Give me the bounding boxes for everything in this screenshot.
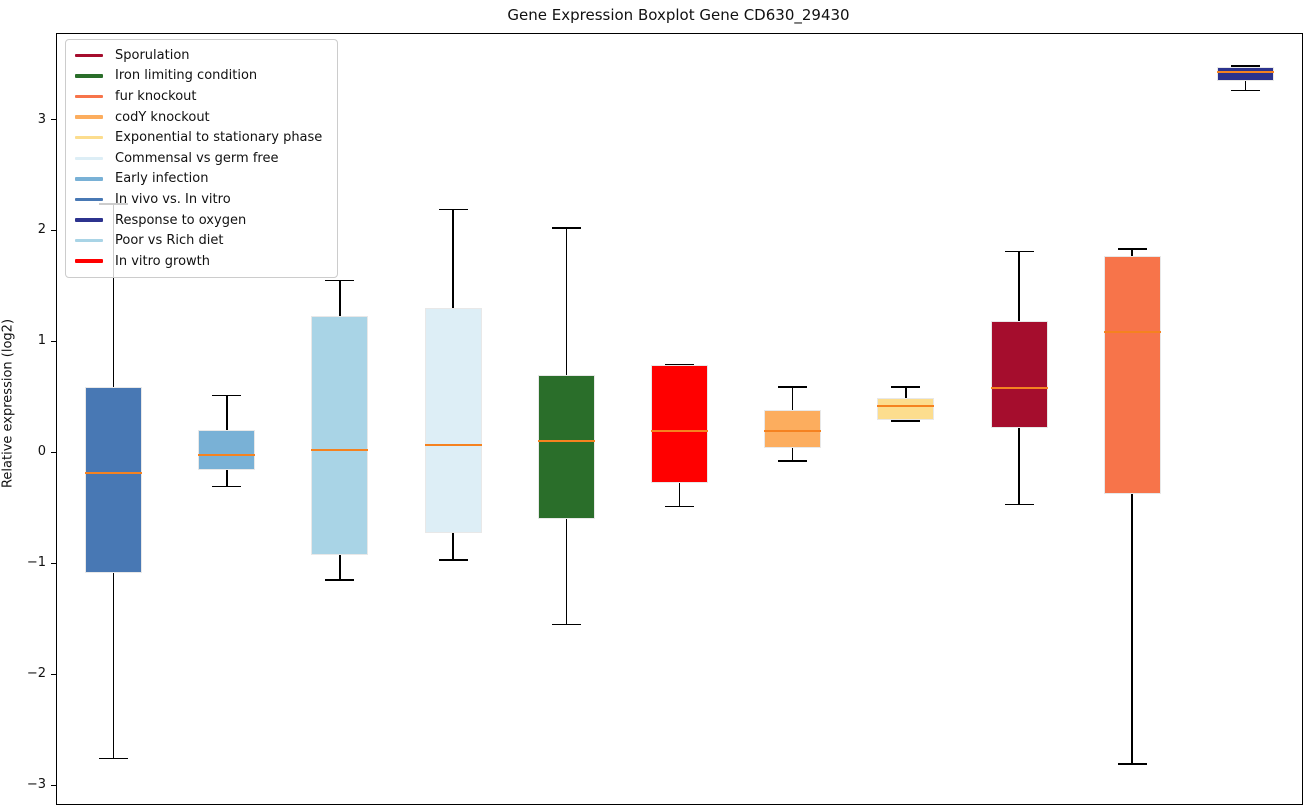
- y-tick-label: 2: [37, 222, 46, 238]
- legend-item-in-vitro-growth: In vitro growth: [75, 251, 328, 272]
- y-tick-mark: [51, 229, 56, 232]
- legend-swatch: [75, 115, 103, 119]
- whisker-cap-top: [778, 386, 808, 388]
- box-early-infection: [198, 430, 256, 471]
- legend-item-sporulation: Sporulation: [75, 45, 328, 66]
- legend-item-fur-knockout: fur knockout: [75, 86, 328, 107]
- legend-swatch: [75, 238, 103, 243]
- legend-item-cody-knockout: codY knockout: [75, 107, 328, 128]
- box-in-vivo-vs-in-vitro: [85, 386, 143, 574]
- median-line: [85, 472, 143, 475]
- whisker-cap-bottom: [325, 579, 355, 581]
- whisker-cap-top: [325, 279, 355, 282]
- median-line: [1216, 70, 1274, 73]
- legend-swatch: [75, 177, 103, 181]
- whisker-cap-bottom: [1117, 763, 1147, 765]
- legend-label: Early infection: [115, 171, 209, 187]
- y-tick-mark: [51, 562, 56, 565]
- legend-item-in-vivo-vs-in-vitro: In vivo vs. In vitro: [75, 189, 328, 210]
- whisker-cap-top: [1230, 65, 1260, 67]
- legend-label: Commensal vs germ free: [115, 150, 279, 166]
- legend-items: Sporulation Iron limiting condition fur kn…: [75, 45, 328, 272]
- whisker-cap-bottom: [891, 420, 921, 422]
- legend-swatch: [75, 74, 103, 78]
- legend-label: Exponential to stationary phase: [115, 130, 323, 146]
- box-exponential-to-stationary-phase: [877, 397, 935, 421]
- legend-item-early-infection: Early infection: [75, 169, 328, 190]
- box-sporulation: [990, 321, 1048, 428]
- legend-item-iron-limiting-condition: Iron limiting condition: [75, 66, 328, 87]
- legend: Sporulation Iron limiting condition fur kn…: [65, 39, 338, 278]
- whisker-cap-bottom: [99, 757, 129, 760]
- median-line: [877, 404, 935, 407]
- legend-label: In vitro growth: [115, 253, 210, 269]
- box-poor-vs-rich-diet: [311, 315, 369, 556]
- y-tick-label: −3: [26, 777, 46, 793]
- legend-label: In vivo vs. In vitro: [115, 191, 231, 207]
- box-in-vitro-growth: [651, 364, 708, 484]
- y-tick-mark: [51, 451, 56, 454]
- legend-label: Iron limiting condition: [115, 68, 258, 84]
- legend-label: Response to oxygen: [115, 212, 247, 228]
- legend-item-poor-vs-rich-diet: Poor vs Rich diet: [75, 230, 328, 251]
- y-tick-label: −1: [26, 555, 46, 571]
- whisker-cap-top: [1117, 248, 1147, 250]
- median-line: [537, 440, 595, 443]
- plot-area: Sporulation Iron limiting condition fur kn…: [56, 33, 1303, 805]
- y-tick-label: 3: [37, 111, 46, 127]
- whisker-cap-bottom: [212, 485, 242, 488]
- median-line: [990, 386, 1048, 389]
- whisker-cap-bottom: [438, 559, 468, 561]
- legend-label: Sporulation: [115, 47, 190, 63]
- legend-label: Poor vs Rich diet: [115, 233, 224, 249]
- legend-item-response-to-oxygen: Response to oxygen: [75, 210, 328, 231]
- y-tick-mark: [51, 340, 56, 343]
- median-line: [651, 430, 708, 433]
- box-response-to-oxygen: [1216, 67, 1274, 81]
- legend-swatch: [75, 53, 103, 58]
- whisker-cap-top: [1004, 250, 1034, 253]
- y-tick-label: −2: [26, 666, 46, 682]
- box-commensal-vs-germ-free: [424, 308, 482, 534]
- y-tick-mark: [51, 784, 56, 786]
- y-axis-label: Relative expression (log2): [0, 318, 16, 489]
- legend-swatch: [75, 135, 103, 140]
- whisker-cap-bottom: [551, 623, 581, 625]
- legend-swatch: [75, 94, 103, 99]
- median-line: [1103, 331, 1161, 334]
- whisker-cap-top: [212, 394, 242, 397]
- whisker-cap-top: [891, 386, 921, 388]
- whisker-line: [1131, 249, 1133, 765]
- box-fur-knockout: [1103, 255, 1161, 495]
- legend-swatch: [75, 259, 103, 263]
- legend-swatch: [75, 156, 103, 161]
- median-line: [198, 453, 256, 456]
- legend-item-commensal-vs-germ-free: Commensal vs germ free: [75, 148, 328, 169]
- whisker-cap-bottom: [1004, 503, 1034, 506]
- legend-label: fur knockout: [115, 88, 197, 104]
- y-tick-label: 1: [37, 333, 46, 349]
- whisker-cap-bottom: [1230, 89, 1260, 92]
- chart-title: Gene Expression Boxplot Gene CD630_29430: [507, 6, 850, 24]
- box-cody-knockout: [764, 410, 822, 448]
- legend-item-exponential-to-stationary-phase: Exponential to stationary phase: [75, 127, 328, 148]
- whisker-cap-bottom: [665, 505, 694, 508]
- median-line: [764, 430, 822, 433]
- whisker-cap-bottom: [778, 460, 808, 462]
- median-line: [424, 443, 482, 446]
- y-tick-mark: [51, 673, 56, 675]
- legend-swatch: [75, 197, 103, 202]
- whisker-cap-top: [551, 227, 581, 229]
- y-tick-label: 0: [37, 444, 46, 460]
- legend-label: codY knockout: [115, 109, 210, 125]
- legend-swatch: [75, 218, 103, 222]
- whisker-cap-top: [438, 208, 468, 211]
- median-line: [311, 449, 369, 452]
- y-tick-mark: [51, 118, 56, 121]
- box-iron-limiting-condition: [537, 374, 595, 519]
